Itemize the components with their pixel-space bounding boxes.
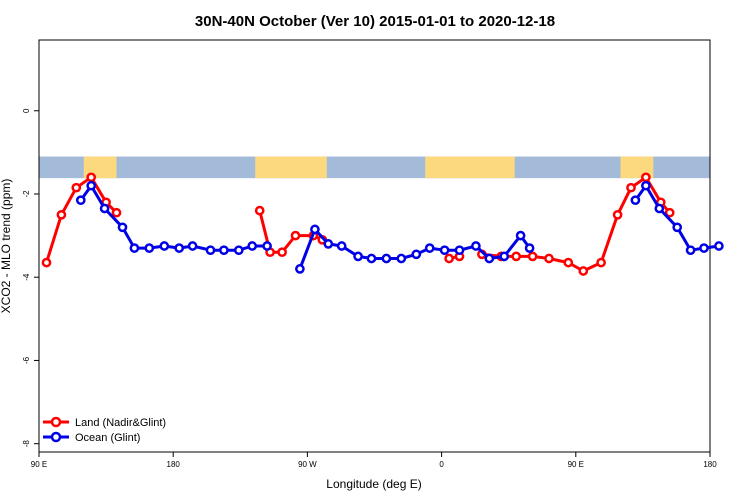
data-point [524,243,535,253]
data-point [262,241,272,251]
data-point [454,245,465,256]
data-point [439,245,450,256]
chart-title: 30N-40N October (Ver 10) 2015-01-01 to 2… [195,13,555,30]
legend-ocean-marker [50,431,62,443]
x-tick-label: 0 [439,460,444,469]
data-point [247,241,258,251]
x-tick-label: 90 W [298,460,317,469]
map-ocean-band [39,156,710,179]
data-point [527,251,538,262]
data-point [699,243,709,253]
data-point [672,222,683,233]
y-axis: 0 -2 -4 -6 -8 [22,108,39,447]
map-strip [39,156,710,179]
x-axis-label: Longitude (deg E) [326,477,421,491]
data-point [144,243,155,253]
data-point [685,245,696,256]
series-ocean [75,180,724,274]
data-point [641,180,651,191]
data-point [159,241,170,251]
data-point [117,222,128,233]
data-point [174,243,185,253]
data-point [612,209,623,220]
y-tick-label: -8 [22,440,31,448]
series-line [45,175,118,264]
series-layer [41,172,724,276]
data-point [471,241,481,251]
data-point [630,195,641,206]
data-point [56,209,67,220]
data-point [111,207,122,218]
x-tick-label: 90 E [568,460,584,469]
data-point [563,257,574,268]
y-tick-label: -4 [22,273,31,281]
data-point [499,251,510,262]
data-point [254,205,265,216]
data-point [41,257,52,268]
map-land-segment [425,156,515,179]
x-axis: 90 E 180 90 W 0 90 E 180 [31,452,717,469]
x-tick-label: 90 E [31,460,47,469]
data-point [290,230,301,241]
data-point [277,247,287,258]
data-point [187,241,198,251]
data-point [233,245,244,256]
data-point [295,264,305,274]
series-line [634,184,720,252]
data-point [484,253,495,264]
data-point [396,253,407,264]
legend-ocean-label: Ocean (Glint) [75,432,140,444]
x-tick-label: 180 [703,460,717,469]
y-tick-label: -6 [22,356,31,364]
data-point [75,195,86,206]
y-tick-label: -2 [22,190,31,198]
data-point [366,253,377,264]
plot-frame [38,39,711,453]
data-point [515,230,526,241]
data-point [86,180,97,191]
data-point [99,203,110,214]
data-point [353,251,363,262]
data-point [336,241,347,251]
data-point [664,207,675,218]
data-point [129,243,140,253]
data-point [511,251,522,262]
data-point [424,243,435,253]
data-point [626,182,636,193]
map-land-segment [255,156,327,179]
data-point [714,241,724,251]
x-tick-label: 180 [167,460,181,469]
series-land [41,172,675,276]
legend-land-label: Land (Nadir&Glint) [75,417,166,429]
data-point [323,239,334,249]
series-line [79,184,268,252]
data-point [71,182,82,193]
y-axis-label: XCO2 - MLO trend (ppm) [0,179,13,314]
data-point [444,253,454,264]
legend: Land (Nadir&Glint) Ocean (Glint) [43,416,166,444]
data-point [596,257,606,268]
data-point [641,172,651,183]
data-point [411,249,422,260]
data-point [205,245,216,256]
legend-land-marker [50,416,62,428]
data-point [578,266,589,276]
data-point [310,224,320,235]
data-point [219,245,229,256]
y-tick-label: 0 [22,108,31,113]
series-line [298,227,531,270]
data-point [381,253,392,264]
data-point [544,253,554,264]
data-point [86,172,97,183]
data-point [654,203,665,214]
